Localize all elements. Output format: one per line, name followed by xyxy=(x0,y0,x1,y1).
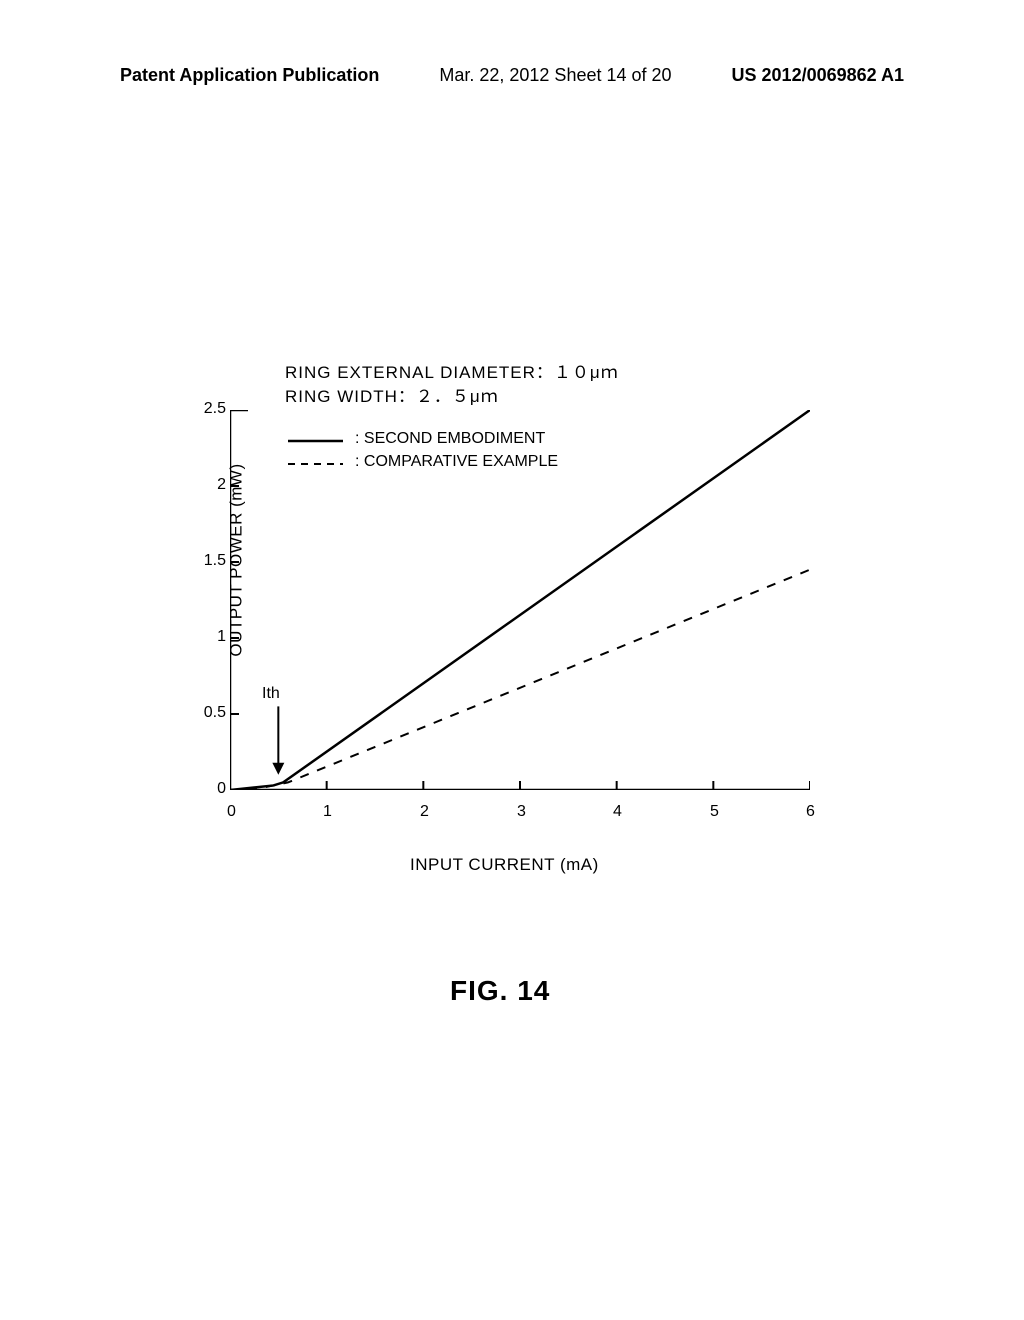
xtick-1: 1 xyxy=(323,803,332,821)
y-axis-label: OUTPUT POWER (mW) xyxy=(227,463,247,656)
ytick-2-5: 2.5 xyxy=(198,400,226,418)
legend-swatches xyxy=(288,432,358,472)
ytick-0: 0 xyxy=(198,780,226,798)
xtick-2: 2 xyxy=(420,803,429,821)
ytick-1-5: 1.5 xyxy=(198,552,226,570)
ytick-0-5: 0.5 xyxy=(198,704,226,722)
header-center: Mar. 22, 2012 Sheet 14 of 20 xyxy=(439,65,671,86)
legend-item-1: : SECOND EMBODIMENT xyxy=(355,430,545,448)
ytick-1: 1 xyxy=(198,628,226,646)
ith-annotation: Ith xyxy=(262,685,280,703)
chart-description-line2: RING WIDTH：２．５μｍ xyxy=(285,382,499,407)
figure-label: FIG. 14 xyxy=(450,975,550,1007)
ytick-2: 2 xyxy=(198,476,226,494)
xtick-0: 0 xyxy=(227,803,236,821)
xtick-6: 6 xyxy=(806,803,815,821)
chart-description-line1: RING EXTERNAL DIAMETER：１０μｍ xyxy=(285,358,619,383)
xtick-5: 5 xyxy=(710,803,719,821)
xtick-3: 3 xyxy=(517,803,526,821)
header-left: Patent Application Publication xyxy=(120,65,379,86)
header-right: US 2012/0069862 A1 xyxy=(732,65,904,86)
page-header: Patent Application Publication Mar. 22, … xyxy=(0,65,1024,86)
legend-item-2: : COMPARATIVE EXAMPLE xyxy=(355,453,558,471)
x-axis-label: INPUT CURRENT (mA) xyxy=(410,855,599,875)
xtick-4: 4 xyxy=(613,803,622,821)
